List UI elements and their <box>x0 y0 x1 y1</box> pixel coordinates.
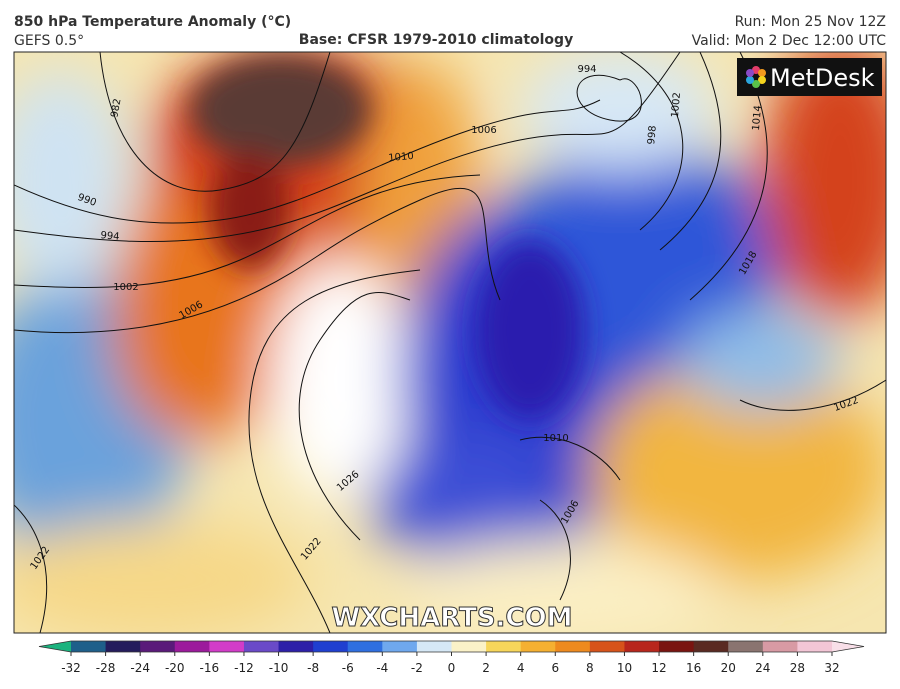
colorbar-tick-label: 8 <box>586 661 594 675</box>
colorbar-tick-label: -32 <box>61 661 81 675</box>
colorbar-tick-label: 16 <box>686 661 701 675</box>
colorbar-tick-label: -20 <box>165 661 185 675</box>
colorbar-segment <box>624 641 660 652</box>
colorbar-segment <box>382 641 418 652</box>
colorbar-tick-label: 2 <box>482 661 490 675</box>
isobar-value: 982 <box>109 98 123 119</box>
colorbar-segment <box>693 641 729 652</box>
colorbar-over <box>832 641 864 652</box>
isobar-label: 1002 <box>670 92 683 118</box>
colorbar-tick-label: 28 <box>790 661 805 675</box>
isobar-label: 1010 <box>543 433 568 444</box>
colorbar-segment <box>243 641 280 652</box>
isobar-value: 1002 <box>670 92 683 118</box>
logo-text: MetDesk <box>770 64 875 92</box>
isobar-label: 998 <box>646 125 659 145</box>
colorbar-tick-label: 24 <box>755 661 770 675</box>
colorbar-segment <box>278 641 314 652</box>
colorbar-tick-label: -28 <box>96 661 116 675</box>
colorbar-tick-label: 32 <box>824 661 839 675</box>
isobar-value: 1002 <box>113 282 138 293</box>
isobar-label: 982 <box>109 98 123 119</box>
colorbar-segment <box>797 641 833 652</box>
map-frame <box>13 51 887 634</box>
colorbar-segment <box>209 641 245 652</box>
isobar-value: 994 <box>577 64 596 75</box>
colorbar-tick-label: 4 <box>517 661 525 675</box>
colorbar-tick-label: 6 <box>551 661 559 675</box>
title: 850 hPa Temperature Anomaly (°C) <box>14 14 291 30</box>
colorbar-segment <box>140 641 176 652</box>
base: Base: CFSR 1979-2010 climatology <box>299 32 573 48</box>
colorbar-segment <box>486 641 522 652</box>
isobar-value: 994 <box>100 230 120 243</box>
colorbar-segment <box>416 641 452 652</box>
colorbar-segment <box>313 641 349 652</box>
colorbar-under <box>39 641 71 652</box>
isobar-label: 1006 <box>471 125 496 136</box>
isobars: 9829909941002100610101006994100299810141… <box>14 52 886 633</box>
colorbar-segment <box>174 641 210 652</box>
colorbar-tick-label: -2 <box>411 661 423 675</box>
isobar-value: 998 <box>646 125 659 145</box>
colorbar-segment <box>659 641 695 652</box>
colorbar-segment <box>762 641 798 652</box>
logo: MetDesk <box>737 58 882 96</box>
isobar-label: 994 <box>577 64 596 75</box>
colorbar-segment <box>589 641 625 652</box>
watermark: WXCHARTS.COM <box>331 603 572 633</box>
colorbar-segment <box>105 641 141 652</box>
valid: Valid: Mon 2 Dec 12:00 UTC <box>692 33 887 49</box>
colorbar-tick-label: 12 <box>651 661 666 675</box>
colorbar-segment <box>347 641 383 652</box>
colorbar-tick-label: 10 <box>617 661 632 675</box>
isobar-value: 1010 <box>388 151 414 164</box>
colorbar-segment <box>728 641 764 652</box>
isobar-label: 1014 <box>751 105 764 131</box>
map: 9829909941002100610101006994100299810141… <box>14 52 886 633</box>
colorbar-tick-label: 0 <box>448 661 456 675</box>
colorbar-tick-label: -6 <box>342 661 354 675</box>
colorbar-tick-label: 20 <box>721 661 736 675</box>
colorbar-tick-label: -16 <box>200 661 220 675</box>
colorbar-segment <box>451 641 487 652</box>
run: Run: Mon 25 Nov 12Z <box>735 14 886 30</box>
isobar-value: 1010 <box>543 433 568 444</box>
colorbar-tick-label: -8 <box>307 661 319 675</box>
isobar-label: 1010 <box>388 151 414 164</box>
colorbar-segment <box>520 641 556 652</box>
isobar-label: 1002 <box>113 282 138 293</box>
isobar-label: 994 <box>100 230 120 243</box>
colorbar-tick-label: -24 <box>130 661 150 675</box>
isobar-value: 1006 <box>471 125 496 136</box>
colorbar-tick-label: -12 <box>234 661 254 675</box>
colorbar-tick-label: -10 <box>269 661 289 675</box>
model: GEFS 0.5° <box>14 33 84 49</box>
colorbar-tick-label: -4 <box>376 661 388 675</box>
isobar-value: 1014 <box>751 105 764 131</box>
colorbar-segment <box>555 641 591 652</box>
colorbar-segment <box>71 641 107 652</box>
